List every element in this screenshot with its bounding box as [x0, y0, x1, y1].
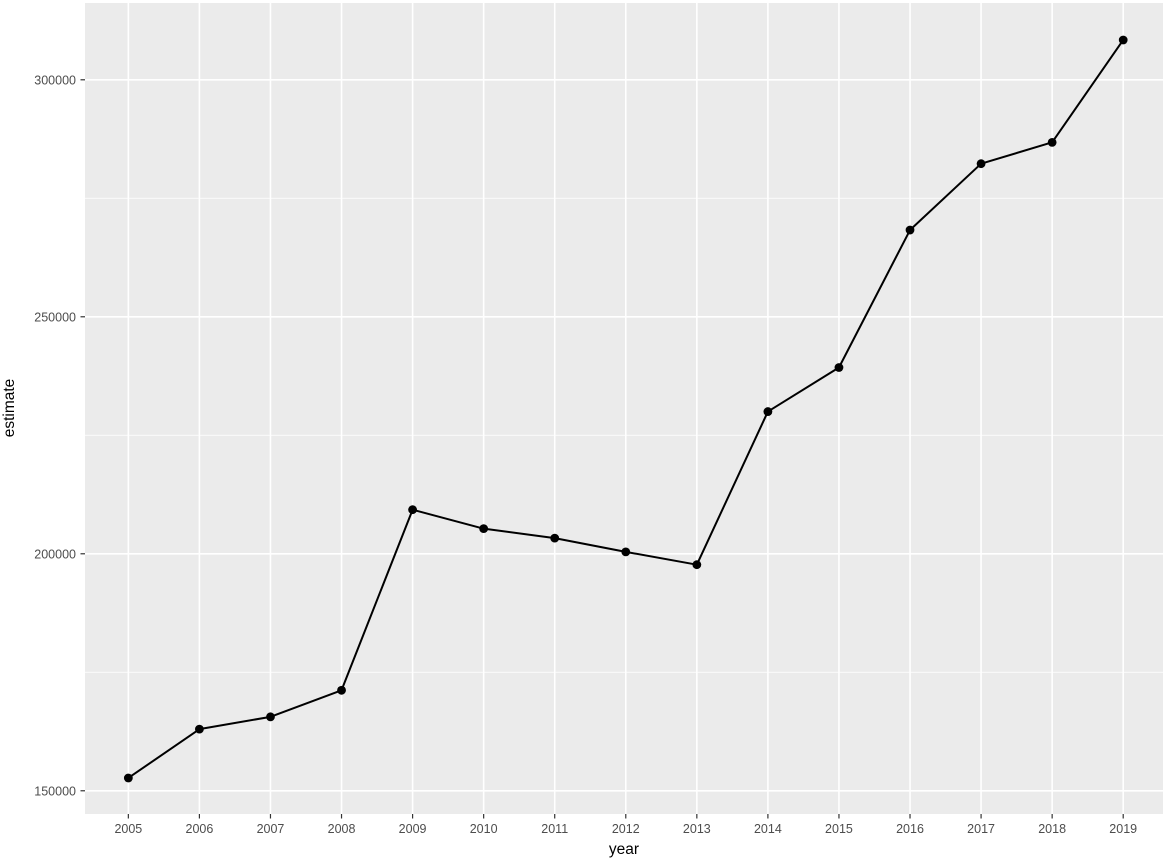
data-point: [337, 685, 346, 695]
x-axis-tick-label: 2019: [1109, 822, 1137, 836]
data-point: [550, 533, 560, 543]
x-axis-tick-label: 2006: [186, 822, 214, 836]
y-axis-tick-label: 300000: [34, 73, 76, 87]
x-axis-tick-label: 2010: [470, 822, 498, 836]
data-point: [692, 560, 702, 570]
data-point: [763, 407, 773, 416]
data-point: [976, 159, 986, 169]
x-axis-tick-label: 2018: [1038, 822, 1066, 836]
data-point: [905, 225, 915, 235]
data-point: [621, 547, 631, 557]
data-point: [479, 524, 489, 534]
data-point: [408, 505, 417, 515]
data-point: [195, 724, 204, 734]
y-axis-tick-label: 200000: [34, 547, 76, 561]
data-point: [1047, 137, 1057, 147]
x-axis-tick-label: 2013: [683, 822, 711, 836]
data-point: [834, 363, 844, 372]
y-axis-tick-label: 150000: [34, 784, 76, 798]
y-axis-tick-label: 250000: [34, 310, 76, 324]
x-axis-tick-label: 2012: [612, 822, 640, 836]
x-axis-tick-label: 2009: [399, 822, 427, 836]
panel-background: [85, 3, 1163, 814]
x-axis-tick-label: 2007: [257, 822, 285, 836]
data-point: [1118, 35, 1128, 45]
x-axis-tick-label: 2017: [967, 822, 995, 836]
data-point: [123, 773, 133, 783]
x-axis-tick-label: 2016: [896, 822, 924, 836]
x-axis-tick-label: 2008: [328, 822, 356, 836]
x-axis-tick-label: 2011: [541, 822, 568, 836]
x-axis-tick-label: 2005: [114, 822, 142, 836]
x-axis-tick-label: 2014: [754, 822, 782, 836]
x-axis-title: year: [608, 841, 640, 858]
x-axis-tick-label: 2015: [825, 822, 853, 836]
data-point: [266, 712, 275, 722]
y-axis-title: estimate: [1, 378, 18, 438]
